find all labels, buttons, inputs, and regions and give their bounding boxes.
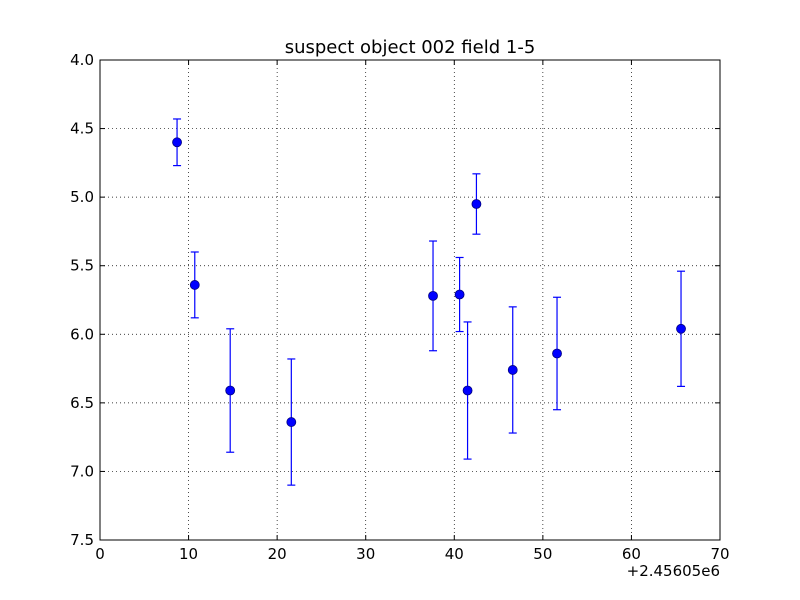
data-point [428, 290, 438, 301]
data-point [507, 365, 518, 375]
y-tick-label: 6.5 [70, 394, 94, 412]
data-marks [172, 118, 686, 486]
y-tick-label: 6.0 [70, 325, 94, 343]
y-tick-label: 5.5 [70, 257, 94, 275]
chart-title: suspect object 002 field 1-5 [285, 37, 536, 58]
plot-frame [99, 59, 721, 541]
tick-labels: 0 10 20 30 40 50 60 70 4.0 4.5 5.0 5.5 6.0 6.5 7.0 7.5 [70, 51, 729, 563]
y-tick-label: 7.5 [70, 531, 94, 549]
x-tick-label: 60 [622, 545, 641, 563]
x-tick-label: 50 [533, 545, 552, 563]
y-tick-label: 5.0 [70, 188, 94, 206]
x-tick-label: 0 [95, 545, 105, 563]
y-tick-label: 4.0 [70, 51, 94, 69]
x-tick-label: 20 [268, 545, 287, 563]
data-point [676, 323, 686, 334]
x-offset-label: +2.45605e6 [627, 562, 720, 580]
y-tick-label: 4.5 [70, 120, 94, 138]
data-point [552, 348, 562, 359]
grid [100, 60, 720, 540]
x-tick-label: 10 [179, 545, 198, 563]
x-tick-label: 30 [356, 545, 375, 563]
data-point [286, 417, 297, 427]
y-tick-label: 7.0 [70, 462, 94, 480]
data-point [225, 385, 236, 396]
data-point [454, 289, 465, 300]
data-point [172, 137, 182, 148]
x-tick-label: 70 [710, 545, 729, 563]
data-point [189, 280, 200, 290]
plot-area [100, 60, 720, 540]
x-tick-label: 40 [445, 545, 464, 563]
data-point [471, 199, 482, 209]
data-point [462, 385, 473, 396]
